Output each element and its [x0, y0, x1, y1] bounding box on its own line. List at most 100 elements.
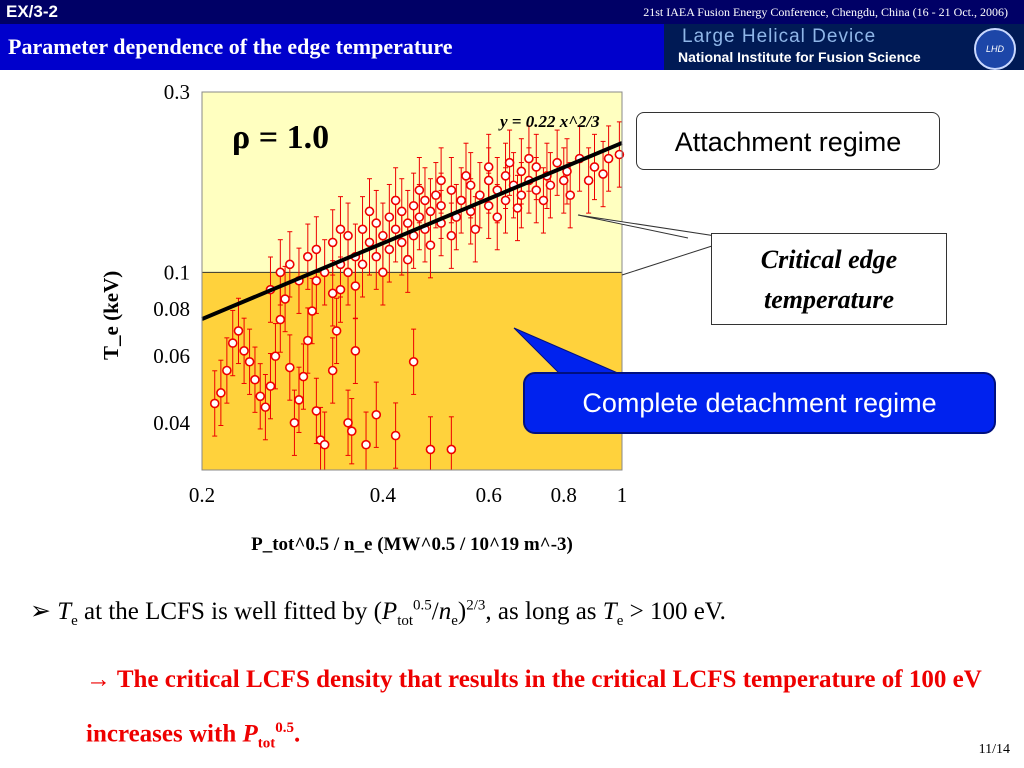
data-point — [500, 195, 511, 206]
data-point — [483, 175, 494, 186]
data-point — [446, 444, 457, 455]
bullet1-te: T — [57, 598, 72, 625]
bullet1-te2-sub: e — [616, 613, 624, 629]
data-point — [461, 171, 471, 181]
data-point — [425, 444, 436, 455]
x-tick-label: 0.8 — [551, 483, 577, 507]
bullet1-te-sub: e — [71, 613, 78, 629]
bullet1-p-sub: tot — [397, 613, 414, 629]
data-point — [538, 195, 549, 206]
data-point — [294, 395, 304, 405]
data-point — [378, 267, 388, 278]
data-point — [603, 153, 614, 164]
bullet2-p: P — [242, 720, 258, 748]
data-point — [384, 212, 395, 222]
critical-edge-temperature-callout: Critical edge temperature — [711, 233, 947, 325]
header-bar: EX/3-2 21st IAEA Fusion Energy Conferenc… — [0, 0, 1024, 24]
x-tick-label: 0.4 — [370, 483, 397, 507]
title-bar: Parameter dependence of the edge tempera… — [0, 24, 664, 70]
data-point — [255, 391, 266, 402]
data-point — [402, 254, 413, 265]
y-tick-label: 0.04 — [153, 411, 190, 435]
lhd-logo: Large Helical Device National Institute … — [664, 24, 1024, 70]
data-point — [390, 224, 401, 235]
data-point — [565, 190, 576, 200]
data-point — [378, 230, 388, 241]
data-point — [414, 212, 425, 222]
data-point — [396, 206, 407, 217]
data-point — [289, 417, 300, 428]
data-point — [483, 200, 494, 211]
data-point — [425, 206, 436, 217]
data-point — [307, 306, 317, 316]
data-point — [504, 157, 515, 168]
critical-callout-line-2: temperature — [764, 285, 894, 314]
data-point — [371, 251, 382, 262]
data-point — [275, 267, 286, 278]
data-point — [364, 237, 375, 248]
data-point — [589, 162, 600, 172]
x-tick-label: 1 — [617, 483, 628, 507]
data-point — [298, 371, 309, 382]
data-point — [280, 294, 290, 304]
data-point — [350, 281, 361, 291]
data-point — [327, 288, 338, 299]
data-point — [335, 224, 346, 235]
attachment-regime-callout: Attachment regime — [636, 112, 940, 170]
data-point — [483, 162, 494, 172]
data-point — [390, 195, 401, 206]
data-point — [311, 244, 322, 255]
data-point — [331, 326, 342, 336]
bullet2-end: . — [294, 720, 301, 748]
data-point — [475, 190, 485, 200]
data-point — [343, 267, 353, 278]
data-point — [371, 218, 382, 228]
data-point — [357, 224, 368, 235]
data-point — [275, 314, 286, 325]
data-point — [516, 166, 527, 177]
data-point — [216, 388, 226, 398]
data-point — [285, 259, 295, 270]
y-tick-label: 0.08 — [153, 297, 190, 321]
data-point — [470, 224, 481, 235]
x-tick-label: 0.2 — [189, 483, 215, 507]
bullet-conclusion: → The critical LCFS density that results… — [86, 656, 986, 767]
data-point — [500, 171, 511, 181]
x-tick-label: 0.6 — [476, 483, 502, 507]
data-point — [598, 169, 608, 179]
data-point — [512, 203, 523, 213]
data-point — [319, 439, 330, 450]
data-point — [227, 338, 238, 348]
data-point — [335, 284, 346, 295]
data-point — [420, 195, 430, 206]
data-point — [303, 335, 313, 346]
plot-frame — [201, 91, 623, 471]
data-point — [456, 195, 466, 206]
bullet2-sup: 0.5 — [275, 720, 295, 736]
data-point — [552, 157, 562, 168]
data-point — [446, 185, 457, 195]
bullet1-p: P — [381, 598, 398, 625]
bullet1-exp: 2/3 — [466, 597, 486, 614]
bullet2-text: The critical LCFS density that results i… — [86, 666, 982, 748]
data-point — [311, 275, 322, 286]
bullet1-text-g: , as long as — [485, 598, 603, 625]
y-axis-label: T_e (keV) — [99, 271, 123, 360]
logo-line-1: Large Helical Device — [682, 26, 877, 47]
bullet-fit-statement: ➢ Te at the LCFS is well fitted by (Ptot… — [30, 596, 726, 630]
bullet1-te2: T — [602, 598, 617, 625]
data-point — [222, 365, 232, 376]
fit-line — [201, 141, 623, 321]
data-point — [425, 240, 436, 250]
data-point — [414, 185, 425, 195]
page-number: 11/14 — [978, 742, 1010, 757]
data-point — [327, 365, 338, 376]
logo-line-2: National Institute for Fusion Science — [678, 49, 921, 65]
data-point — [408, 356, 419, 367]
data-point — [364, 206, 375, 217]
data-point — [436, 175, 446, 186]
y-tick-label: 0.3 — [164, 80, 190, 104]
data-point — [311, 406, 322, 416]
data-point — [265, 381, 276, 391]
data-point — [492, 212, 503, 222]
